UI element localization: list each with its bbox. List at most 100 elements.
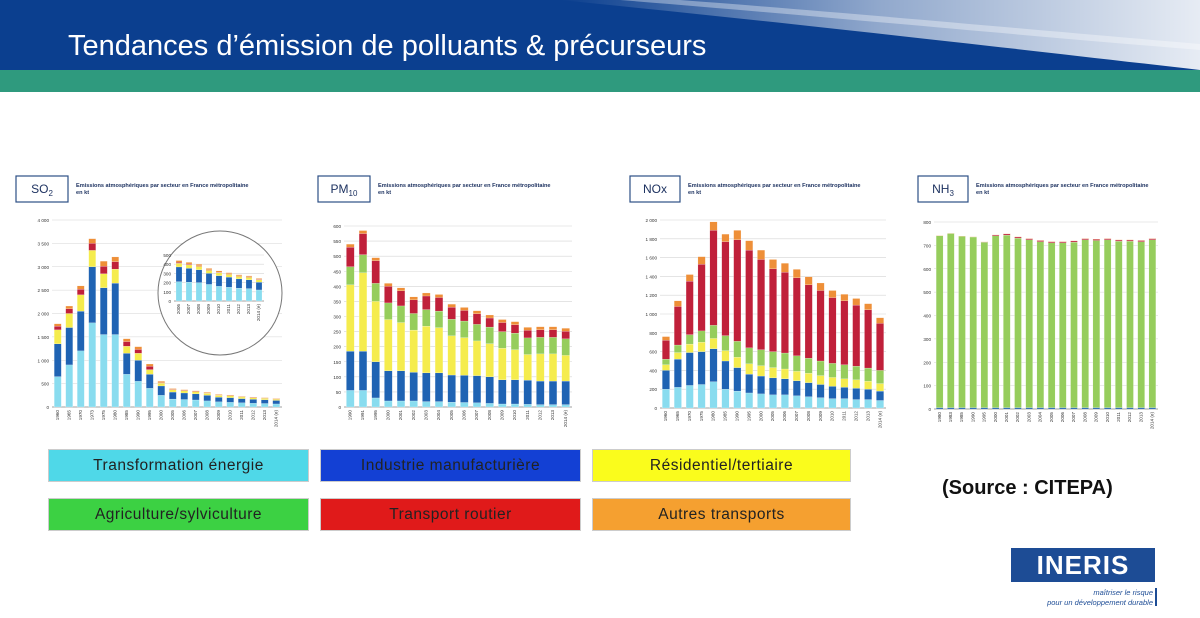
chart-nox-bar-transformation (685, 385, 694, 409)
chart-so2-x-tick-label: 2005 (170, 410, 175, 421)
chart-pm10-bar-transformation (358, 390, 368, 408)
chart-nox-y-tick-label: 1 800 (646, 237, 658, 242)
chart-so2-y-tick-label: 3 000 (38, 265, 50, 270)
chart-so2-bar-autres-transports (146, 363, 154, 367)
chart-nox-x-tick-label: 2013 (865, 411, 870, 422)
chart-nh3-y-tick-label: 300 (923, 337, 931, 342)
chart-nox-bar-transformation (757, 393, 765, 409)
chart-nox-bar-transformation (816, 397, 825, 409)
chart-so2-bar-industrie (146, 374, 154, 389)
chart-so2-x-tick-label: 1960 (55, 410, 60, 421)
chart-so2-inset-bar-transformation (185, 282, 193, 302)
chart-so2-x-tick-label: 2012 (250, 410, 255, 421)
chart-so2-bar-industrie (226, 397, 234, 403)
chart-nh3-bar-transport-routier (1081, 238, 1089, 240)
chart-pm10-bar-autres-transports (548, 326, 558, 330)
chart-nh3-bar-transport-routier (1036, 240, 1044, 242)
chart-nox-y-tick-label: 1 600 (646, 256, 658, 261)
chart-nh3-bar-transport-routier (1126, 239, 1134, 242)
chart-nh3-bar-agriculture (1048, 242, 1056, 408)
chart-so2-inset-bar-residentiel (225, 274, 233, 278)
chart-nh3-bar-agriculture (1070, 242, 1078, 408)
chart-nox-bar-transformation (864, 399, 872, 409)
chart-svg-so2: SO2 Emissions atmosphériques par secteur … (15, 175, 283, 427)
chart-so2-x-tick-label: 1975 (101, 410, 106, 421)
chart-nox-bar-residentiel (662, 364, 670, 371)
chart-so2-subtitle: Emissions atmosphériques par secteur en … (76, 183, 249, 189)
chart-pm10-y-tick-label: 200 (333, 345, 341, 350)
chart-nox-y-tick-label: 600 (649, 350, 657, 355)
chart-pm10-bar-autres-transports (498, 319, 507, 323)
chart-pm10-bar-agriculture (371, 283, 380, 302)
chart-so2-bar-transport-routier (77, 289, 85, 295)
chart-so2-inset-bar-transformation (235, 288, 243, 302)
chart-pm10-bar-transformation (422, 401, 431, 408)
chart-nh3-y-tick-label: 200 (923, 360, 931, 365)
chart-pm10-bar-transport-routier (472, 313, 482, 325)
chart-so2-inset-y-tick-label: 200 (163, 281, 171, 286)
chart-pm10-bar-industrie (396, 370, 406, 402)
header-green-stripe (0, 70, 1200, 92)
chart-nh3-bar-industrie (969, 407, 977, 410)
chart-so2-bar-residentiel (88, 250, 96, 267)
chart-nox-bar-industrie (662, 370, 670, 390)
chart-nh3-x-tick-label: 1980 (937, 412, 942, 423)
chart-so2-bar-autres-transports (100, 261, 108, 267)
chart-nh3-bar-agriculture (1025, 239, 1033, 408)
chart-so2-x-tick-label: 1970 (78, 410, 83, 421)
chart-nox-x-tick-label: 2012 (853, 411, 858, 422)
chart-so2-bar-transformation (146, 388, 154, 408)
legend-residentiel-tertiaire: Résidentiel/tertiaire (592, 449, 851, 482)
chart-nox-bar-transformation (852, 399, 861, 409)
slide-title: Tendances d’émission de polluants & préc… (68, 30, 707, 62)
chart-so2-bar-transformation (123, 374, 131, 408)
chart-so2-pollutant-label: SO2 (31, 182, 53, 198)
chart-so2-inset-x-tick-label: 2008 (196, 304, 201, 315)
chart-pm10-bar-agriculture (434, 310, 444, 328)
chart-so2-bar-transformation (180, 399, 188, 408)
chart-pm10-bar-industrie (536, 380, 545, 405)
chart-pm10-bar-agriculture (485, 326, 494, 344)
chart-nox-bar-transformation (840, 398, 849, 409)
chart-so2-bar-residentiel (123, 346, 131, 354)
chart-nox-x-tick-label: 2006 (782, 411, 787, 422)
chart-nh3-bar-industrie (1137, 407, 1145, 410)
chart-pm10-bar-transport-routier (346, 247, 355, 267)
chart-so2-inset-bar-transformation (195, 282, 203, 302)
chart-nh3-x-tick-label: 2008 (1082, 412, 1087, 423)
chart-so2-inset-bar-industrie (235, 278, 243, 289)
chart-pm10-bar-residentiel (422, 326, 431, 374)
chart-so2-bar-residentiel (65, 313, 73, 328)
chart-pm10-bar-autres-transports (472, 310, 482, 314)
chart-nox-bar-residentiel (757, 365, 765, 377)
chart-pm10-subtitle: Emissions atmosphériques par secteur en … (378, 183, 551, 189)
chart-pm10-y-tick-label: 150 (333, 360, 341, 365)
chart-pm10-bar-industrie (447, 374, 456, 403)
chart-so2-bar-transformation (77, 350, 85, 408)
chart-nox-bar-industrie (685, 352, 694, 386)
chart-pm10-pollutant-subscript: 10 (349, 189, 358, 198)
chart-so2-bar-transformation (226, 402, 234, 408)
chart-nox-bar-residentiel (864, 381, 872, 390)
chart-nox-bar-industrie (864, 389, 872, 400)
chart-so2-inset-bar-residentiel (195, 266, 203, 270)
chart-nox-y-tick-label: 1 000 (646, 312, 658, 317)
chart-pm10-bar-residentiel (358, 272, 368, 352)
chart-so2-pollutant-subscript: 2 (48, 189, 53, 198)
chart-nh3-bar-transport-routier (1070, 240, 1078, 243)
chart-nh3-bar-industrie (1014, 407, 1022, 410)
chart-nox-bar-industrie (709, 348, 718, 382)
chart-nox-bar-transport-routier (781, 272, 789, 354)
chart-pm10-bar-residentiel (472, 340, 482, 376)
chart-nox-title-box (629, 175, 681, 203)
chart-pm10-bar-autres-transports (396, 287, 406, 291)
chart-pm10-bar-agriculture (523, 337, 532, 355)
chart-nox-bar-agriculture (876, 370, 884, 384)
chart-so2-y-tick-label: 3 500 (38, 241, 50, 246)
chart-so2-bar-industrie (88, 266, 96, 323)
chart-so2-inset-bar-autres-transports (185, 262, 193, 265)
chart-so2-bar-residentiel (169, 389, 177, 393)
chart-nh3-x-tick-label: 2011 (1116, 412, 1121, 422)
chart-nh3-pollutant-label: NH3 (932, 182, 954, 198)
chart-nox-bar-agriculture (804, 358, 813, 374)
